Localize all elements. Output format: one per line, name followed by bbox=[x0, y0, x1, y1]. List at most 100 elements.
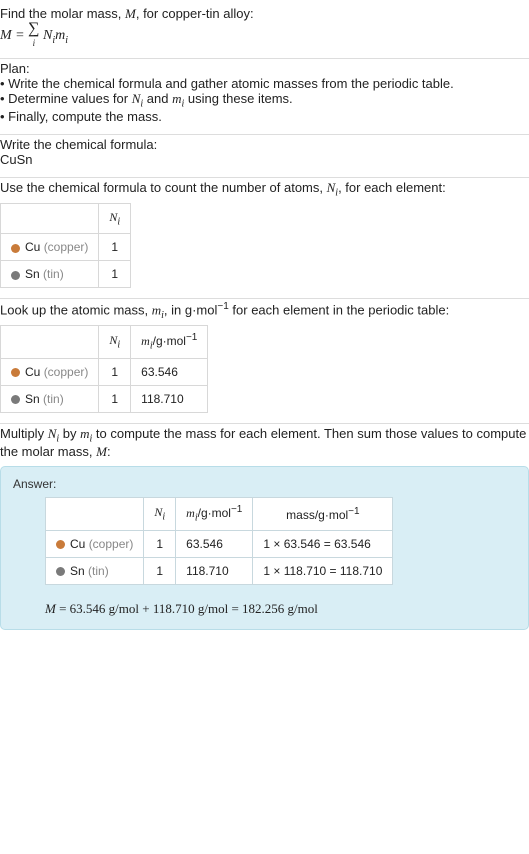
calc-value: 1 × 118.710 = 118.710 bbox=[253, 557, 393, 584]
color-swatch bbox=[11, 244, 20, 253]
answer-inner: Ni mi/g·mol−1 mass/g·mol−1 Cu (copper) 1… bbox=[13, 497, 516, 616]
plan-bullet-1: • Write the chemical formula and gather … bbox=[0, 76, 529, 91]
intro-line: Find the molar mass, M, for copper-tin a… bbox=[0, 6, 529, 22]
table-row: Sn (tin) 1 118.710 1 × 118.710 = 118.710 bbox=[46, 557, 393, 584]
text: using these items. bbox=[184, 91, 292, 106]
final-result: M = 63.546 g/mol + 118.710 g/mol = 182.2… bbox=[45, 601, 516, 617]
text: by bbox=[59, 426, 80, 441]
text: Look up the atomic mass, bbox=[0, 303, 152, 318]
text: for each element in the periodic table: bbox=[229, 303, 449, 318]
var-m: M bbox=[125, 6, 136, 21]
multiply-text: Multiply Ni by mi to compute the mass fo… bbox=[0, 426, 529, 461]
section-intro: Find the molar mass, M, for copper-tin a… bbox=[0, 4, 529, 59]
section-multiply: Multiply Ni by mi to compute the mass fo… bbox=[0, 424, 529, 640]
index: i bbox=[33, 38, 36, 48]
n-value: 1 bbox=[99, 261, 131, 288]
section-plan: Plan: • Write the chemical formula and g… bbox=[0, 59, 529, 136]
var-n: N bbox=[43, 28, 52, 43]
var-m-big: M bbox=[96, 444, 107, 459]
var-m: M bbox=[45, 601, 56, 616]
table-row: Sn (tin) 1 118.710 bbox=[1, 385, 208, 412]
plan-title: Plan: bbox=[0, 61, 529, 76]
n-value: 1 bbox=[99, 234, 131, 261]
element-name: (tin) bbox=[88, 564, 109, 578]
molar-mass-formula: M = ∑ i Nimi bbox=[0, 24, 529, 48]
exp: −1 bbox=[348, 506, 359, 517]
element-name: (copper) bbox=[44, 365, 89, 379]
element-symbol: Cu bbox=[70, 537, 85, 551]
color-swatch bbox=[11, 395, 20, 404]
count-text: Use the chemical formula to count the nu… bbox=[0, 180, 529, 199]
n-value: 1 bbox=[144, 557, 176, 584]
text: Use the chemical formula to count the nu… bbox=[0, 180, 327, 195]
sub-i: i bbox=[65, 35, 68, 46]
calc-value: 1 × 63.546 = 63.546 bbox=[253, 530, 393, 557]
element-name: (copper) bbox=[44, 240, 89, 254]
header-ni: Ni bbox=[99, 203, 131, 233]
table-row: Sn (tin) 1 bbox=[1, 261, 131, 288]
m-value: 118.710 bbox=[131, 385, 208, 412]
mass-label: mass/g·mol bbox=[286, 508, 348, 522]
m-value: 118.710 bbox=[176, 557, 253, 584]
element-symbol: Sn bbox=[25, 267, 40, 281]
element-cell: Cu (copper) bbox=[1, 358, 99, 385]
color-swatch bbox=[56, 540, 65, 549]
table-header-row: Ni mi/g·mol−1 mass/g·mol−1 bbox=[46, 498, 393, 530]
summation: ∑ i bbox=[28, 24, 39, 48]
element-symbol: Sn bbox=[25, 392, 40, 406]
chemical-formula: CuSn bbox=[0, 152, 529, 167]
exp: −1 bbox=[231, 504, 242, 515]
atomic-mass-table: Ni mi/g·mol−1 Cu (copper) 1 63.546 Sn (t… bbox=[0, 325, 208, 412]
element-cell: Cu (copper) bbox=[46, 530, 144, 557]
var-m: m bbox=[141, 334, 150, 348]
element-symbol: Cu bbox=[25, 240, 40, 254]
text: : bbox=[107, 444, 111, 459]
section-formula: Write the chemical formula: CuSn bbox=[0, 135, 529, 178]
answer-table: Ni mi/g·mol−1 mass/g·mol−1 Cu (copper) 1… bbox=[45, 497, 393, 584]
var-m: M bbox=[0, 28, 12, 43]
header-empty bbox=[1, 326, 99, 358]
color-swatch bbox=[56, 567, 65, 576]
element-symbol: Cu bbox=[25, 365, 40, 379]
table-row: Cu (copper) 1 63.546 bbox=[1, 358, 208, 385]
exp: −1 bbox=[186, 332, 197, 343]
text: , for copper-tin alloy: bbox=[136, 6, 254, 21]
table-header-row: Ni mi/g·mol−1 bbox=[1, 326, 208, 358]
n-value: 1 bbox=[99, 358, 131, 385]
sigma-icon: ∑ bbox=[28, 20, 39, 37]
atomic-mass-text: Look up the atomic mass, mi, in g·mol−1 … bbox=[0, 301, 529, 321]
n-value: 1 bbox=[99, 385, 131, 412]
element-cell: Sn (tin) bbox=[1, 385, 99, 412]
plan-bullet-2: • Determine values for Ni and mi using t… bbox=[0, 91, 529, 110]
text: , in g·mol bbox=[164, 303, 217, 318]
formula-label: Write the chemical formula: bbox=[0, 137, 529, 152]
var-m: m bbox=[152, 303, 161, 318]
table-header-row: Ni bbox=[1, 203, 131, 233]
answer-box: Answer: Ni mi/g·mol−1 mass/g·mol−1 Cu (c… bbox=[0, 466, 529, 629]
m-value: 63.546 bbox=[131, 358, 208, 385]
m-value: 63.546 bbox=[176, 530, 253, 557]
header-ni: Ni bbox=[144, 498, 176, 530]
var-m: m bbox=[186, 506, 195, 520]
var-n: N bbox=[327, 180, 336, 195]
sub-i: i bbox=[195, 513, 198, 524]
sub-i: i bbox=[117, 340, 120, 351]
text: • Determine values for bbox=[0, 91, 132, 106]
var-m: m bbox=[80, 426, 89, 441]
header-mi: mi/g·mol−1 bbox=[131, 326, 208, 358]
header-ni: Ni bbox=[99, 326, 131, 358]
element-name: (copper) bbox=[89, 537, 134, 551]
sub-i: i bbox=[162, 512, 165, 523]
section-count: Use the chemical formula to count the nu… bbox=[0, 178, 529, 299]
header-mi: mi/g·mol−1 bbox=[176, 498, 253, 530]
text: and bbox=[143, 91, 172, 106]
element-symbol: Sn bbox=[70, 564, 85, 578]
color-swatch bbox=[11, 368, 20, 377]
header-empty bbox=[46, 498, 144, 530]
table-row: Cu (copper) 1 bbox=[1, 234, 131, 261]
section-atomic-mass: Look up the atomic mass, mi, in g·mol−1 … bbox=[0, 299, 529, 423]
color-swatch bbox=[11, 271, 20, 280]
sub-i: i bbox=[150, 341, 153, 352]
header-mass: mass/g·mol−1 bbox=[253, 498, 393, 530]
plan-bullet-3: • Finally, compute the mass. bbox=[0, 109, 529, 124]
